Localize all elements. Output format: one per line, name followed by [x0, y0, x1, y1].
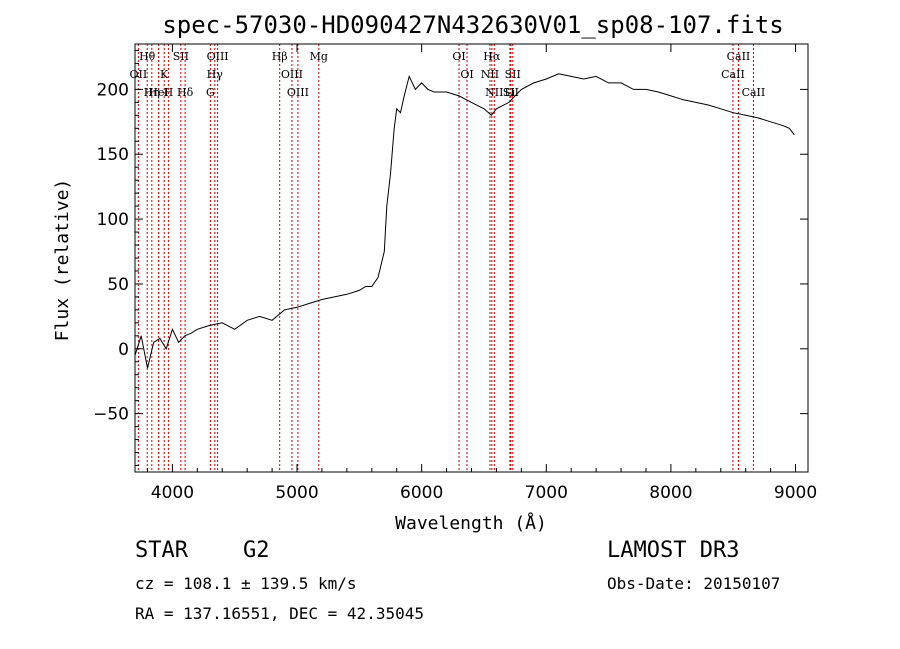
y-tick-label: 150 [97, 145, 129, 165]
line-marker-label: Li [504, 86, 515, 99]
observation-date: Obs-Date: 20150107 [607, 574, 781, 593]
line-marker-label: Hβ [272, 50, 288, 63]
chart-title: spec-57030-HD090427N432630V01_sp08-107.f… [162, 11, 783, 39]
object-subclass: G2 [243, 538, 270, 563]
line-marker-label: CaII [727, 50, 751, 63]
x-axis-label: Wavelength (Å) [395, 512, 547, 534]
x-tick-label: 6000 [400, 483, 443, 503]
x-tick-label: 4000 [151, 483, 194, 503]
line-marker-label: Hγ [207, 68, 224, 81]
line-marker-label: Hη [144, 86, 160, 99]
y-tick-label: 0 [118, 340, 129, 360]
line-markers [137, 44, 754, 472]
line-marker-label: SII [173, 50, 189, 63]
line-marker-label: G [206, 86, 215, 99]
line-marker-label: Hα [483, 50, 501, 63]
line-marker-label: Hδ [177, 86, 194, 99]
line-marker-label: OIII [287, 86, 309, 99]
x-axis-ticks: 4000 5000 6000 7000 8000 9000 [146, 44, 817, 503]
y-tick-label: 100 [97, 210, 129, 230]
y-axis-label: Flux (relative) [52, 179, 73, 342]
line-marker-label: NII [481, 68, 499, 81]
x-tick-label: 7000 [525, 483, 568, 503]
object-class: STAR [135, 538, 188, 563]
y-tick-label: −50 [93, 405, 129, 425]
line-marker-label: H [164, 86, 174, 99]
line-marker-label: CaII [742, 86, 766, 99]
line-marker-label: NII [485, 86, 503, 99]
y-tick-label: 200 [97, 80, 129, 100]
line-marker-label: Mg [310, 50, 328, 63]
spectrum-line [134, 73, 795, 369]
line-marker-label: OIII [281, 68, 303, 81]
line-marker-label: HeI [148, 86, 168, 99]
line-marker-label: OI [452, 50, 465, 63]
line-marker-label: OIII [207, 50, 229, 63]
redshift-info: cz = 108.1 ± 139.5 km/s [135, 574, 357, 593]
x-tick-label: 5000 [275, 483, 318, 503]
x-tick-label: 8000 [649, 483, 692, 503]
line-marker-label: OI [460, 68, 473, 81]
y-axis-ticks: −50 0 50 100 150 200 [93, 49, 808, 467]
line-marker-label: CaII [721, 68, 745, 81]
plot-frame [134, 43, 809, 473]
survey-name: LAMOST DR3 [607, 538, 740, 563]
coordinates: RA = 137.16551, DEC = 42.35045 [135, 604, 424, 623]
y-tick-label: 50 [107, 275, 129, 295]
line-marker-label: Hθ [139, 50, 156, 63]
line-marker-label: K [160, 68, 169, 81]
x-tick-label: 9000 [774, 483, 817, 503]
line-marker-label: SII [505, 68, 521, 81]
line-marker-label: OII [130, 68, 148, 81]
